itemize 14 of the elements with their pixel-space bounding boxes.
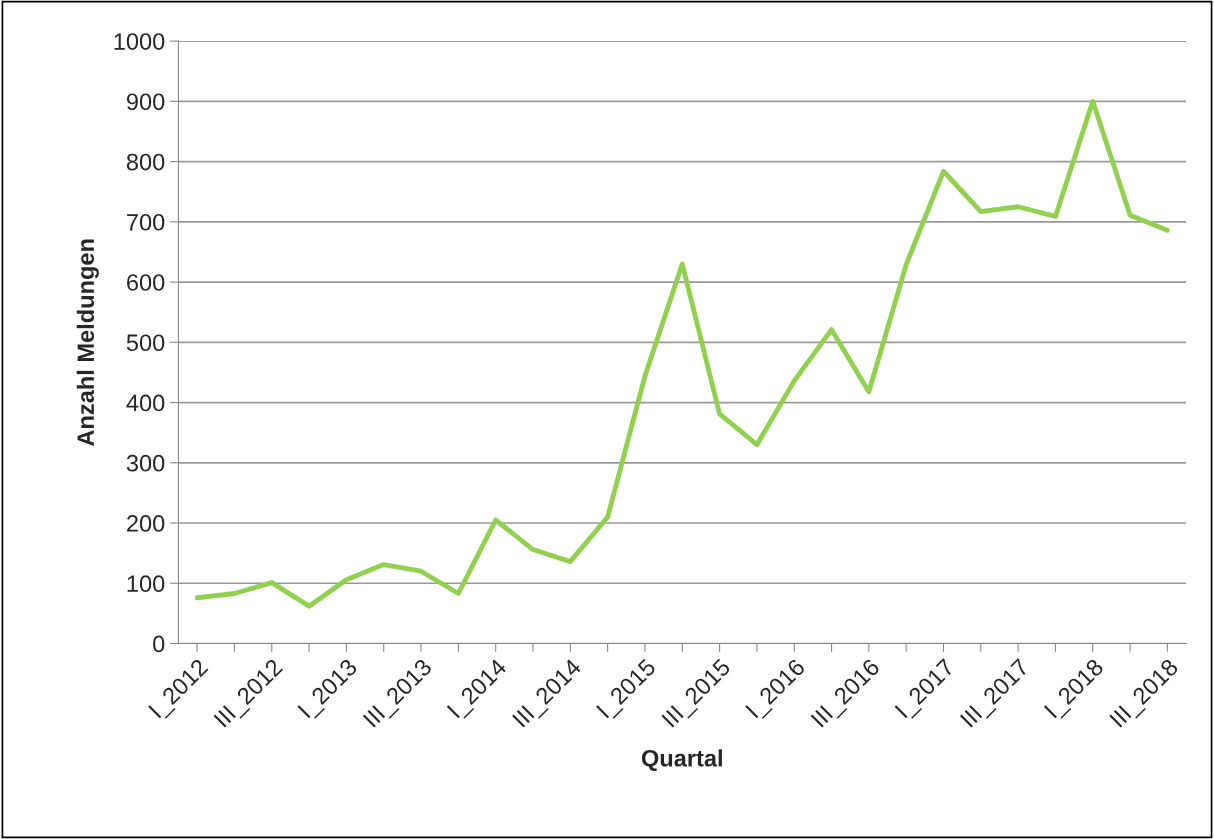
y-tick-label: 900 — [126, 93, 165, 111]
y-tick-label: 700 — [127, 213, 165, 231]
y-tick-label: 400 — [126, 394, 165, 412]
y-tick-label: 500 — [126, 334, 165, 352]
y-tick-label: 600 — [127, 274, 165, 291]
y-axis-title: Anzahl Meldungen — [76, 239, 99, 446]
y-tick-label: 0 — [153, 635, 165, 653]
y-tick-label: 800 — [126, 153, 165, 171]
y-tick-label: 1000 — [114, 33, 165, 50]
line-series — [194, 98, 1170, 609]
y-tick-label: 300 — [126, 454, 165, 472]
y-tick-label: 200 — [127, 515, 165, 532]
y-tick-label: 100 — [127, 575, 165, 593]
x-axis-title: Quartal — [641, 749, 722, 772]
